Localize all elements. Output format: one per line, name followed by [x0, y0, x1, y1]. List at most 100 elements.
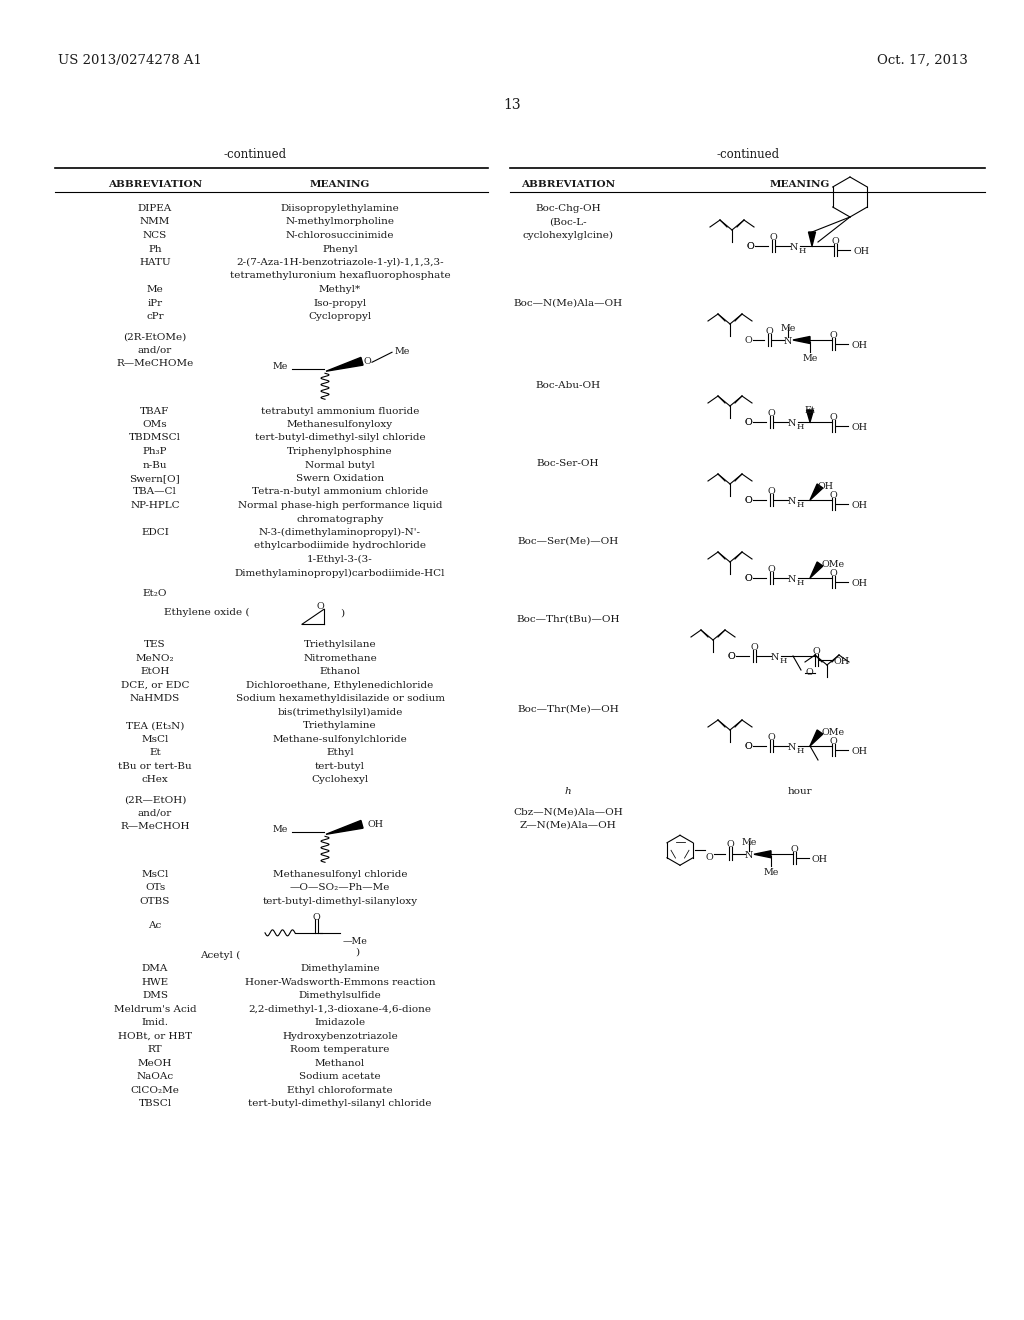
Text: ABBREVIATION: ABBREVIATION: [108, 180, 202, 189]
Polygon shape: [810, 730, 823, 746]
Text: (Boc-L-: (Boc-L-: [549, 218, 587, 227]
Text: 2,2-dimethyl-1,3-dioxane-4,6-dione: 2,2-dimethyl-1,3-dioxane-4,6-dione: [249, 1005, 431, 1014]
Text: ): ): [355, 948, 359, 957]
Polygon shape: [807, 411, 813, 422]
Text: Methane-sulfonylchloride: Methane-sulfonylchloride: [272, 734, 408, 743]
Text: N: N: [790, 243, 798, 252]
Text: H: H: [797, 502, 805, 510]
Text: O: O: [751, 643, 758, 652]
Text: h: h: [564, 787, 571, 796]
Text: Swern[O]: Swern[O]: [130, 474, 180, 483]
Text: -continued: -continued: [717, 148, 779, 161]
Text: N-methylmorpholine: N-methylmorpholine: [286, 218, 394, 227]
Text: OH: OH: [834, 657, 850, 667]
Text: H: H: [797, 422, 805, 432]
Text: tetrabutyl ammonium fluoride: tetrabutyl ammonium fluoride: [261, 407, 419, 416]
Text: Cyclopropyl: Cyclopropyl: [308, 312, 372, 321]
Text: DIPEA: DIPEA: [138, 205, 172, 213]
Text: Boc—Thr(tBu)—OH: Boc—Thr(tBu)—OH: [516, 615, 620, 624]
Polygon shape: [326, 821, 364, 834]
Text: Ethyl chloroformate: Ethyl chloroformate: [287, 1085, 393, 1094]
Text: Et₂O: Et₂O: [142, 589, 167, 598]
Text: OH: OH: [367, 820, 383, 829]
Text: ABBREVIATION: ABBREVIATION: [521, 180, 615, 189]
Text: O: O: [744, 337, 752, 345]
Text: Ph₃P: Ph₃P: [142, 447, 167, 455]
Text: O: O: [806, 668, 814, 677]
Text: OMe: OMe: [822, 729, 845, 737]
Text: (2R—EtOH): (2R—EtOH): [124, 795, 186, 804]
Text: Boc-Abu-OH: Boc-Abu-OH: [536, 381, 600, 389]
Text: 2-(7-Aza-1H-benzotriazole-1-yl)-1,1,3,3-: 2-(7-Aza-1H-benzotriazole-1-yl)-1,1,3,3-: [237, 257, 443, 267]
Text: and/or: and/or: [138, 346, 172, 355]
Text: MeNO₂: MeNO₂: [136, 653, 174, 663]
Text: Methanesulfonyl chloride: Methanesulfonyl chloride: [272, 870, 408, 879]
Text: Boc—N(Me)Ala—OH: Boc—N(Me)Ala—OH: [513, 300, 623, 308]
Text: Boc—Ser(Me)—OH: Boc—Ser(Me)—OH: [517, 537, 618, 546]
Text: MsCl: MsCl: [141, 870, 169, 879]
Text: O: O: [312, 913, 319, 921]
Text: OH: OH: [818, 482, 834, 491]
Text: OMs: OMs: [142, 420, 167, 429]
Text: H: H: [780, 657, 787, 665]
Text: OH: OH: [851, 422, 867, 432]
Text: Ph: Ph: [148, 244, 162, 253]
Text: O: O: [364, 358, 371, 366]
Text: O: O: [727, 652, 735, 661]
Text: Me: Me: [803, 354, 818, 363]
Text: Et: Et: [150, 748, 161, 758]
Text: HOBt, or HBT: HOBt, or HBT: [118, 1031, 193, 1040]
Text: Boc—Thr(Me)—OH: Boc—Thr(Me)—OH: [517, 705, 618, 714]
Text: O: O: [767, 409, 775, 418]
Text: O: O: [767, 565, 775, 574]
Text: Meldrum's Acid: Meldrum's Acid: [114, 1005, 197, 1014]
Text: NCS: NCS: [143, 231, 167, 240]
Text: Z—N(Me)Ala—OH: Z—N(Me)Ala—OH: [519, 821, 616, 830]
Text: MEANING: MEANING: [310, 180, 371, 189]
Text: OH: OH: [851, 579, 867, 587]
Text: O: O: [726, 841, 734, 849]
Text: N: N: [787, 418, 797, 428]
Text: O: O: [765, 327, 773, 337]
Text: O: O: [706, 853, 713, 862]
Text: HWE: HWE: [141, 978, 169, 986]
Text: and/or: and/or: [138, 809, 172, 818]
Text: O: O: [744, 742, 752, 751]
Text: O: O: [744, 418, 752, 426]
Text: OH: OH: [851, 341, 867, 350]
Text: MeOH: MeOH: [138, 1059, 172, 1068]
Text: OH: OH: [853, 247, 869, 256]
Text: Me: Me: [272, 362, 288, 371]
Text: N: N: [787, 498, 797, 506]
Text: Me: Me: [146, 285, 164, 294]
Text: OH: OH: [851, 747, 867, 756]
Text: HATU: HATU: [139, 257, 171, 267]
Text: N: N: [744, 851, 754, 861]
Text: Normal phase-high performance liquid: Normal phase-high performance liquid: [238, 502, 442, 510]
Text: N-chlorosuccinimide: N-chlorosuccinimide: [286, 231, 394, 240]
Text: cHex: cHex: [141, 775, 168, 784]
Text: O: O: [767, 487, 775, 496]
Text: Ethylene oxide (: Ethylene oxide (: [165, 609, 250, 618]
Text: bis(trimethylsilyl)amide: bis(trimethylsilyl)amide: [278, 708, 402, 717]
Polygon shape: [809, 232, 815, 246]
Text: TBDMSCl: TBDMSCl: [129, 433, 181, 442]
Text: O: O: [791, 845, 798, 854]
Text: Dimethylaminopropyl)carbodiimide-HCl: Dimethylaminopropyl)carbodiimide-HCl: [234, 569, 445, 578]
Text: US 2013/0274278 A1: US 2013/0274278 A1: [58, 54, 202, 67]
Text: Methanol: Methanol: [314, 1059, 366, 1068]
Text: O: O: [744, 574, 752, 583]
Text: ethylcarbodiimide hydrochloride: ethylcarbodiimide hydrochloride: [254, 541, 426, 550]
Text: Triethylsilane: Triethylsilane: [304, 640, 376, 649]
Text: tert-butyl-dimethyl-silyl chloride: tert-butyl-dimethyl-silyl chloride: [255, 433, 425, 442]
Text: O: O: [744, 418, 752, 426]
Text: n-Bu: n-Bu: [142, 461, 167, 470]
Polygon shape: [326, 358, 364, 371]
Text: OH: OH: [812, 855, 828, 865]
Text: Sodium hexamethyldisilazide or sodium: Sodium hexamethyldisilazide or sodium: [236, 694, 444, 704]
Polygon shape: [793, 337, 810, 343]
Text: tert-butyl-dimethyl-silanyl chloride: tert-butyl-dimethyl-silanyl chloride: [248, 1100, 432, 1107]
Text: O: O: [769, 234, 777, 242]
Text: Swern Oxidation: Swern Oxidation: [296, 474, 384, 483]
Polygon shape: [810, 484, 823, 500]
